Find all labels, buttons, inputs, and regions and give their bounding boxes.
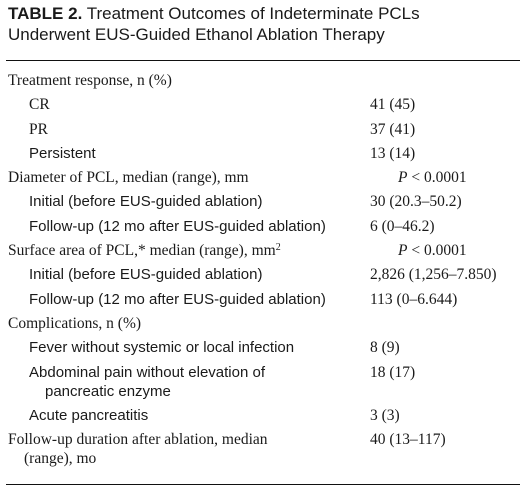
caption-line-2: Underwent EUS-Guided Ethanol Ablation Th… — [8, 25, 385, 44]
outcomes-table: Treatment response, n (%) CR 41 (45) PR … — [0, 71, 527, 468]
table-row: Initial (before EUS-guided ablation) 30 … — [0, 192, 527, 216]
row-label-text: Surface area of PCL,* median (range), mm — [8, 242, 276, 260]
row-label: Treatment response, n (%) — [8, 72, 172, 89]
table-row: Complications, n (%) — [0, 314, 527, 338]
p-value-text: < 0.0001 — [407, 242, 467, 260]
unit-superscript: 2 — [275, 242, 281, 254]
table-row: Follow-up duration after ablation, media… — [0, 430, 527, 468]
table-row: Follow-up (12 mo after EUS-guided ablati… — [0, 217, 527, 241]
row-label: Abdominal pain without elevation of pancr… — [0, 363, 409, 401]
table-caption: TABLE 2. Treatment Outcomes of Indetermi… — [8, 3, 523, 45]
row-value: 113 (0–6.644) — [370, 290, 458, 308]
row-value: 41 (45) — [370, 96, 416, 114]
row-label: Follow-up (12 mo after EUS-guided ablati… — [29, 290, 326, 308]
row-label-text: Abdominal pain without elevation of — [29, 363, 265, 381]
top-rule — [6, 60, 520, 61]
row-value: 6 (0–46.2) — [370, 217, 435, 235]
table-number: TABLE 2. — [8, 4, 83, 23]
row-label: Follow-up (12 mo after EUS-guided ablati… — [29, 217, 326, 235]
row-label-continuation: (range), mo — [24, 450, 97, 468]
row-label-text: Follow-up duration after ablation, media… — [8, 431, 268, 449]
table-row: Treatment response, n (%) — [0, 71, 527, 95]
row-value: 13 (14) — [370, 144, 416, 162]
table-row: Diameter of PCL, median (range), mm P < … — [0, 168, 527, 192]
row-label: Fever without systemic or local infectio… — [29, 339, 295, 357]
row-value: 37 (41) — [370, 120, 416, 138]
table-row: Acute pancreatitis 3 (3) — [0, 406, 527, 430]
row-value: 3 (3) — [370, 406, 400, 424]
row-label: Initial (before EUS-guided ablation) — [29, 266, 263, 284]
row-label-continuation: pancreatic enzyme — [45, 382, 171, 400]
table-row: Persistent 13 (14) — [0, 144, 527, 168]
bottom-rule — [6, 484, 520, 485]
row-value: 2,826 (1,256–7.850) — [370, 266, 497, 284]
table-row: Abdominal pain without elevation of pancr… — [0, 363, 527, 406]
row-value: 30 (20.3–50.2) — [370, 193, 462, 211]
p-value: P < 0.0001 — [398, 241, 527, 260]
row-label: Complications, n (%) — [8, 314, 142, 332]
caption-line-1: TABLE 2. Treatment Outcomes of Indetermi… — [8, 3, 523, 24]
table-row: Follow-up (12 mo after EUS-guided ablati… — [0, 290, 527, 314]
p-value-text: < 0.0001 — [407, 169, 467, 187]
row-label: PR — [29, 120, 48, 138]
table-row: CR 41 (45) — [0, 95, 527, 119]
row-label: Initial (before EUS-guided ablation) — [29, 193, 263, 211]
table-row: Surface area of PCL,* median (range), mm… — [0, 241, 527, 265]
caption-title-part-1: Treatment Outcomes of Indeterminate PCLs — [86, 4, 420, 23]
row-label: Surface area of PCL,* median (range), mm… — [0, 241, 388, 260]
table-row: Initial (before EUS-guided ablation) 2,8… — [0, 265, 527, 289]
row-value: 8 (9) — [370, 339, 400, 357]
p-symbol: P — [398, 242, 408, 260]
row-label: CR — [29, 96, 50, 114]
row-value: 40 (13–117) — [370, 431, 446, 449]
row-label: Persistent — [29, 144, 96, 162]
row-label: Diameter of PCL, median (range), mm — [8, 169, 249, 187]
row-label: Follow-up duration after ablation, media… — [0, 430, 388, 468]
table-row: PR 37 (41) — [0, 120, 527, 144]
row-label: Acute pancreatitis — [29, 406, 149, 424]
row-value: 18 (17) — [370, 363, 416, 381]
p-value: P < 0.0001 — [398, 168, 527, 187]
p-symbol: P — [398, 169, 408, 187]
table-row: Fever without systemic or local infectio… — [0, 338, 527, 362]
